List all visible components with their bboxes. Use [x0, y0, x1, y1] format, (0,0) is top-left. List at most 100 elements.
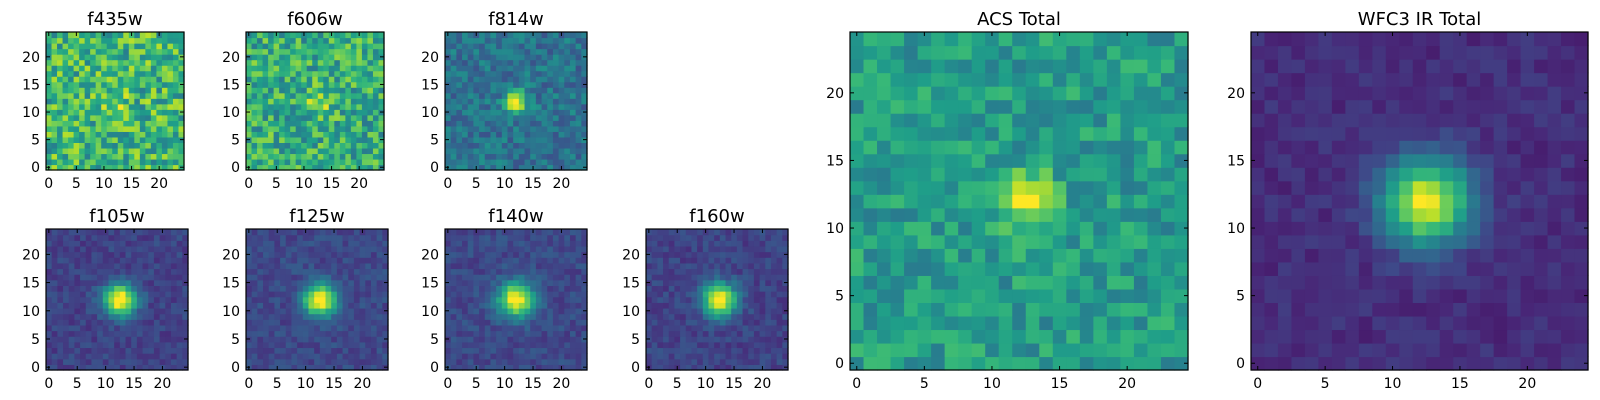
heatmap-cell — [742, 330, 749, 337]
heatmap-cell — [63, 324, 70, 332]
heatmap-cell — [535, 347, 543, 354]
heatmap-cell — [719, 358, 727, 365]
heatmap-cell — [251, 153, 258, 160]
heatmap-cell — [782, 319, 789, 326]
heatmap-cell — [490, 59, 497, 66]
heatmap-cell — [319, 245, 327, 253]
heatmap-cell — [558, 76, 565, 83]
heatmap-cell — [1025, 288, 1040, 303]
heatmap-cell — [651, 353, 658, 360]
heatmap-cell — [456, 65, 463, 72]
heatmap-cell — [575, 279, 582, 286]
heatmap-cell — [85, 234, 93, 241]
heatmap-cell — [748, 353, 755, 360]
heatmap-cell — [365, 234, 372, 241]
heatmap-cell — [73, 65, 80, 72]
heatmap-cell — [370, 330, 378, 337]
heatmap-cell — [501, 59, 509, 66]
heatmap-cell — [128, 109, 135, 116]
heatmap-cell — [85, 347, 93, 354]
heatmap-cell — [890, 194, 905, 209]
heatmap-cell — [125, 268, 132, 275]
heatmap-cell — [547, 76, 554, 83]
heatmap-cell — [246, 319, 253, 326]
heatmap-cell — [473, 234, 480, 241]
heatmap-cell — [765, 347, 772, 354]
heatmap-cell — [1052, 167, 1067, 182]
heatmap-cell — [575, 262, 582, 270]
heatmap-cell — [306, 142, 313, 149]
heatmap-cell — [456, 114, 463, 121]
heatmap-cell — [319, 285, 327, 292]
heatmap-cell — [680, 341, 687, 349]
heatmap-cell — [456, 92, 463, 99]
heatmap-cell — [134, 65, 141, 72]
heatmap-cell — [279, 103, 286, 110]
heatmap-cell — [359, 296, 366, 303]
heatmap-cell — [334, 120, 341, 127]
heatmap-cell — [473, 240, 480, 247]
heatmap-cell — [708, 336, 715, 343]
heatmap-cell — [325, 353, 332, 360]
heatmap-cell — [450, 70, 457, 77]
heatmap-cell — [776, 341, 783, 349]
heatmap-cell — [257, 43, 264, 50]
heatmap-cell — [507, 65, 514, 72]
heatmap-cell — [356, 103, 363, 110]
heatmap-cell — [336, 251, 344, 258]
heatmap-cell — [125, 245, 132, 253]
heatmap-cell — [646, 245, 653, 253]
heatmap-cell — [114, 347, 121, 354]
heatmap-cell — [378, 103, 385, 110]
heatmap-cell — [770, 240, 778, 247]
heatmap-cell — [73, 70, 80, 77]
heatmap-cell — [263, 302, 270, 309]
heatmap-cell — [367, 142, 374, 149]
heatmap-cell — [467, 109, 474, 116]
heatmap-cell — [501, 313, 509, 320]
heatmap-cell — [268, 336, 275, 343]
heatmap-cell — [325, 302, 332, 309]
heatmap-cell — [731, 324, 738, 332]
heatmap-cell — [336, 330, 344, 337]
heatmap-cell — [1133, 194, 1149, 209]
heatmap-cell — [101, 125, 108, 132]
heatmap-cell — [663, 358, 670, 365]
heatmap-cell — [51, 164, 58, 171]
heatmap-cell — [1147, 356, 1162, 371]
heatmap-cell — [513, 262, 520, 270]
heatmap-cell — [770, 279, 778, 286]
heatmap-cell — [668, 240, 675, 247]
heatmap-cell — [725, 307, 732, 315]
heatmap-cell — [139, 81, 146, 88]
heatmap-cell — [552, 76, 560, 83]
heatmap-cell — [153, 262, 161, 270]
heatmap-cell — [331, 240, 338, 247]
heatmap-cell — [336, 279, 344, 286]
heatmap-cell — [450, 158, 457, 166]
heatmap-cell — [167, 131, 174, 138]
heatmap-cell — [339, 125, 346, 132]
heatmap-cell — [268, 285, 275, 292]
heatmap-cell — [73, 87, 80, 94]
heatmap-cell — [524, 142, 531, 149]
heatmap-cell — [136, 347, 144, 354]
heatmap-cell — [306, 131, 313, 138]
heatmap-cell — [382, 353, 389, 360]
heatmap-cell — [170, 234, 178, 241]
heatmap-cell — [284, 70, 291, 77]
heatmap-cell — [547, 59, 554, 66]
heatmap-cell — [263, 251, 270, 258]
heatmap-cell — [850, 356, 865, 371]
heatmap-cell — [112, 43, 119, 50]
heatmap-cell — [323, 59, 330, 66]
heatmap-cell — [541, 262, 548, 270]
heatmap-cell — [295, 87, 302, 94]
heatmap-cell — [317, 131, 324, 138]
heatmap-cell — [74, 291, 81, 298]
heatmap-cell — [575, 291, 582, 298]
heatmap-cell — [114, 251, 121, 258]
heatmap-cell — [535, 120, 543, 127]
heatmap-cell — [770, 347, 778, 354]
heatmap-cell — [142, 307, 149, 315]
